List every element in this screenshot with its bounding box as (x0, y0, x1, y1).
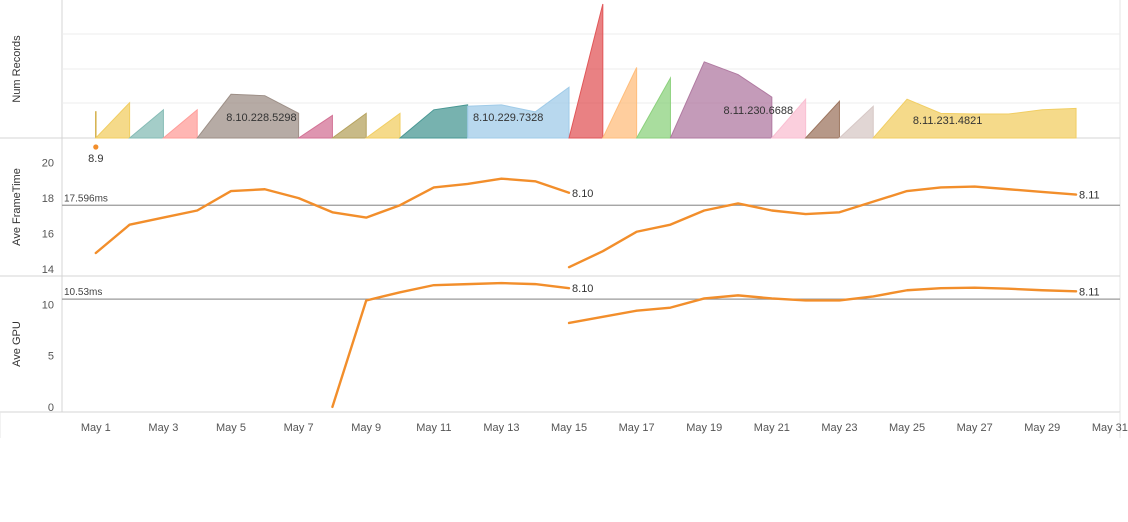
x-tick-label: May 13 (483, 422, 519, 434)
y-tick-label: 5 (48, 351, 54, 363)
records-area-15 (770, 97, 807, 139)
x-tick-label: May 17 (619, 422, 655, 434)
records-area-17 (838, 105, 874, 139)
x-tick-label: May 7 (284, 422, 314, 434)
x-axis: May 1 May 3 May 5 May 7 May 9 May 11 May 13 May… (81, 422, 1128, 434)
ave-frametime-series-line-8.10 (94, 177, 571, 255)
records-area-11 (568, 3, 604, 139)
x-tick-label: May 15 (551, 422, 587, 434)
records-area-4 (162, 108, 198, 139)
ave-gpu-series-line-8.11 (567, 286, 1078, 325)
ave-frametime-pane: Ave FrameTime 14 16 18 20 17.596ms 8.10 8.11 (11, 158, 1120, 276)
records-area-12 (602, 67, 638, 139)
x-tick-label: May 19 (686, 422, 722, 434)
records-area-14 (669, 61, 773, 139)
y-tick-label: 0 (48, 402, 54, 414)
build-label: 8.11.231.4821 (913, 115, 983, 127)
records-area-5 (196, 93, 300, 139)
series-end-label: 8.10 (572, 283, 593, 295)
records-area-2 (94, 101, 131, 139)
x-tick-label: May 31 (1092, 422, 1128, 434)
num-records-pane: Num Records 8.9 8.10.228.5298 8.10.229.7328… (11, 3, 1077, 165)
records-area-8 (364, 112, 401, 139)
records-area-16 (804, 100, 840, 139)
y-tick-label: 20 (42, 158, 54, 170)
records-area-18 (872, 98, 1077, 139)
x-tick-label: May 29 (1024, 422, 1060, 434)
ave-gpu-axis-title: Ave GPU (11, 321, 23, 367)
ave-gpu-pane: Ave GPU 0 5 10 10.53ms 8.10 8.11 (11, 281, 1120, 414)
y-tick-label: 16 (42, 229, 54, 241)
x-tick-label: May 21 (754, 422, 790, 434)
reference-line-label: 17.596ms (64, 193, 108, 204)
build-label: 8.11.230.6688 (724, 105, 794, 117)
records-area-7 (330, 112, 367, 139)
reference-line-label: 10.53ms (64, 287, 102, 298)
y-tick-label: 18 (42, 193, 54, 205)
series-end-label: 8.10 (572, 188, 593, 200)
records-area-9 (398, 104, 469, 139)
records-area-13 (635, 76, 671, 139)
x-tick-label: May 1 (81, 422, 111, 434)
x-tick-label: May 9 (351, 422, 381, 434)
x-tick-label: May 23 (821, 422, 857, 434)
release-marker-dot (93, 144, 99, 150)
records-area-3 (128, 108, 164, 139)
build-label: 8.9 (88, 153, 103, 165)
ave-frametime-axis-title: Ave FrameTime (11, 168, 23, 246)
x-tick-label: May 25 (889, 422, 925, 434)
y-tick-label: 14 (42, 264, 54, 276)
num-records-axis-title: Num Records (11, 35, 23, 103)
x-tick-label: May 11 (416, 422, 451, 434)
x-tick-label: May 5 (216, 422, 246, 434)
ave-gpu-series-line-8.10 (331, 281, 571, 409)
y-tick-label: 10 (42, 300, 54, 312)
x-tick-label: May 3 (148, 422, 178, 434)
series-end-label: 8.11 (1079, 190, 1100, 202)
ave-frametime-series-line-8.11 (567, 185, 1078, 269)
chart-frames (0, 0, 1121, 438)
records-area-6 (296, 114, 333, 139)
build-label: 8.10.228.5298 (226, 112, 296, 124)
build-label: 8.10.229.7328 (473, 112, 543, 124)
series-end-label: 8.11 (1079, 286, 1100, 298)
x-tick-label: May 27 (957, 422, 993, 434)
